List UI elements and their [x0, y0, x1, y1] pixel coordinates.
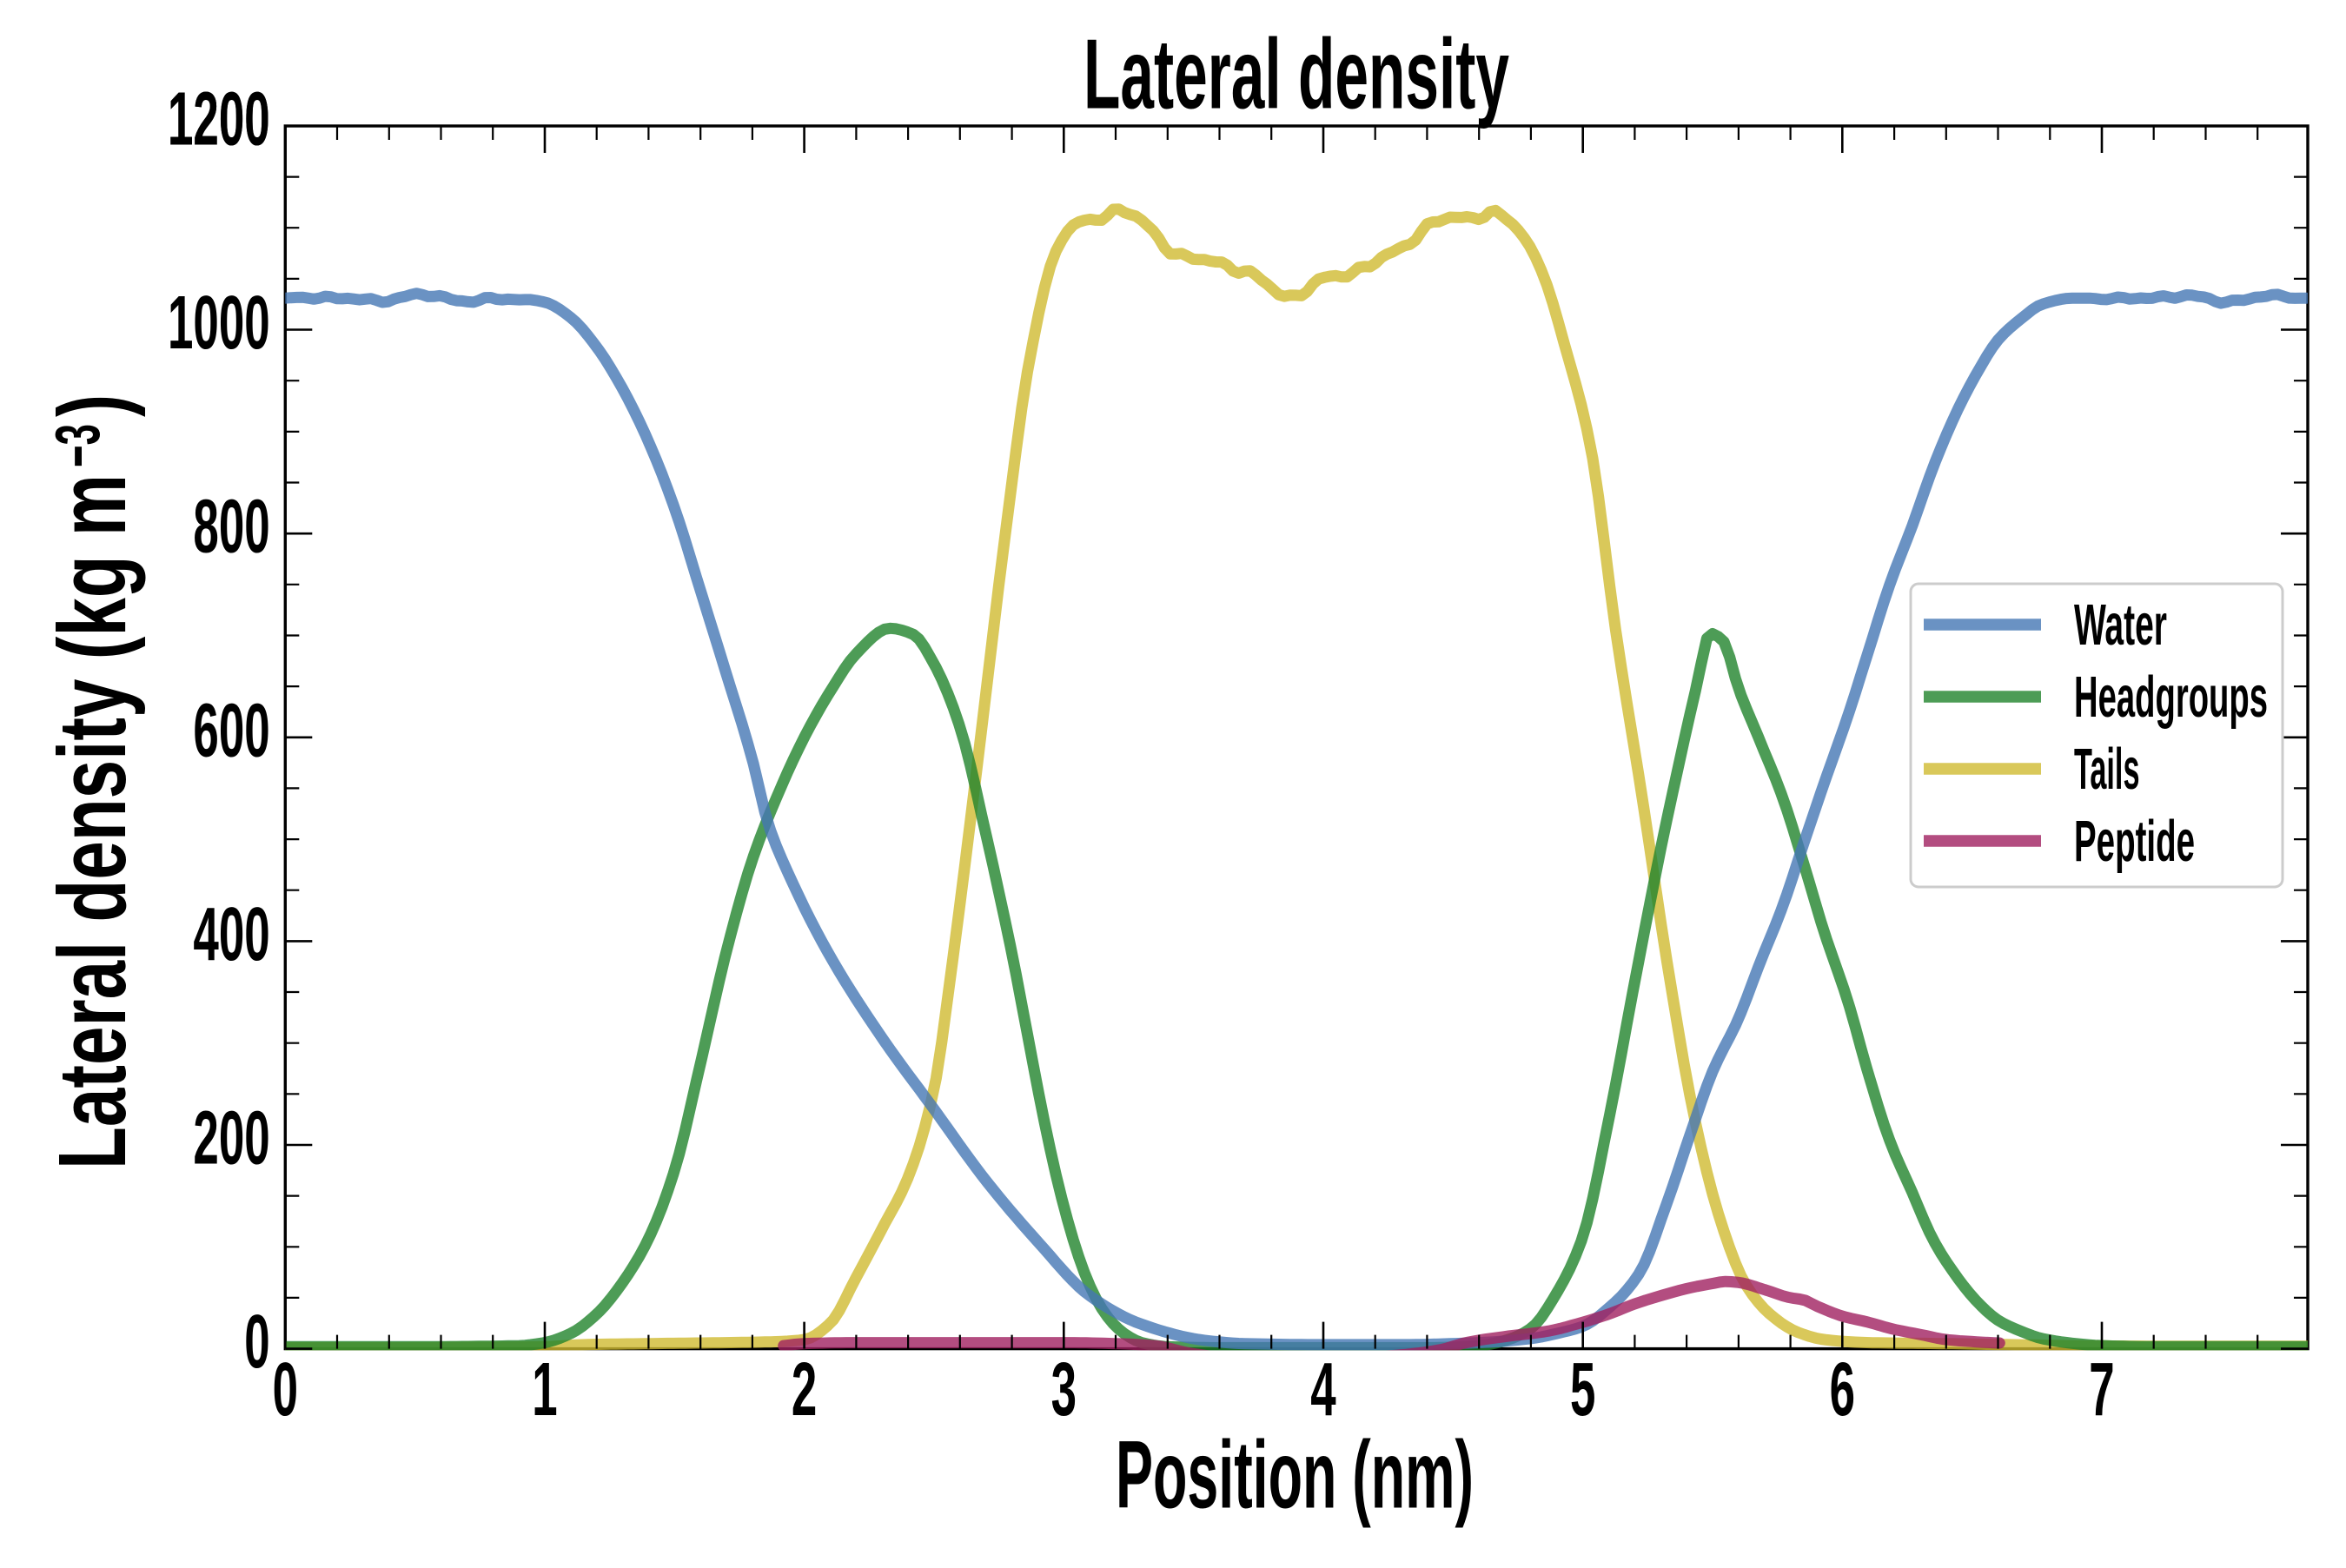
svg-text:3: 3	[1051, 1347, 1077, 1432]
svg-text:6: 6	[1830, 1347, 1855, 1432]
svg-text:Peptide: Peptide	[2074, 809, 2195, 874]
svg-text:Position (nm): Position (nm)	[1116, 1421, 1474, 1528]
svg-text:1: 1	[532, 1347, 557, 1432]
svg-text:800: 800	[193, 485, 269, 569]
svg-text:Water: Water	[2074, 592, 2167, 658]
svg-text:1200: 1200	[168, 76, 270, 161]
svg-text:7: 7	[2089, 1347, 2114, 1432]
svg-text:−3: −3	[43, 424, 113, 467]
svg-text:Headgroups: Headgroups	[2074, 665, 2268, 730]
svg-text:Lateral density (kg m: Lateral density (kg m	[39, 474, 146, 1169]
svg-text:200: 200	[193, 1096, 269, 1181]
svg-text:0: 0	[273, 1347, 298, 1432]
svg-text:1200: 1200	[168, 76, 270, 161]
svg-text:2: 2	[792, 1347, 817, 1432]
svg-text:1000: 1000	[168, 281, 270, 365]
svg-text:Tails: Tails	[2074, 737, 2140, 802]
svg-text:Lateral density: Lateral density	[1084, 20, 1509, 130]
svg-text:): )	[39, 394, 146, 417]
svg-text:400: 400	[193, 892, 269, 976]
svg-text:5: 5	[1570, 1347, 1595, 1432]
svg-text:4: 4	[1310, 1347, 1335, 1432]
svg-text:600: 600	[193, 688, 269, 772]
svg-text:0: 0	[244, 1300, 269, 1384]
